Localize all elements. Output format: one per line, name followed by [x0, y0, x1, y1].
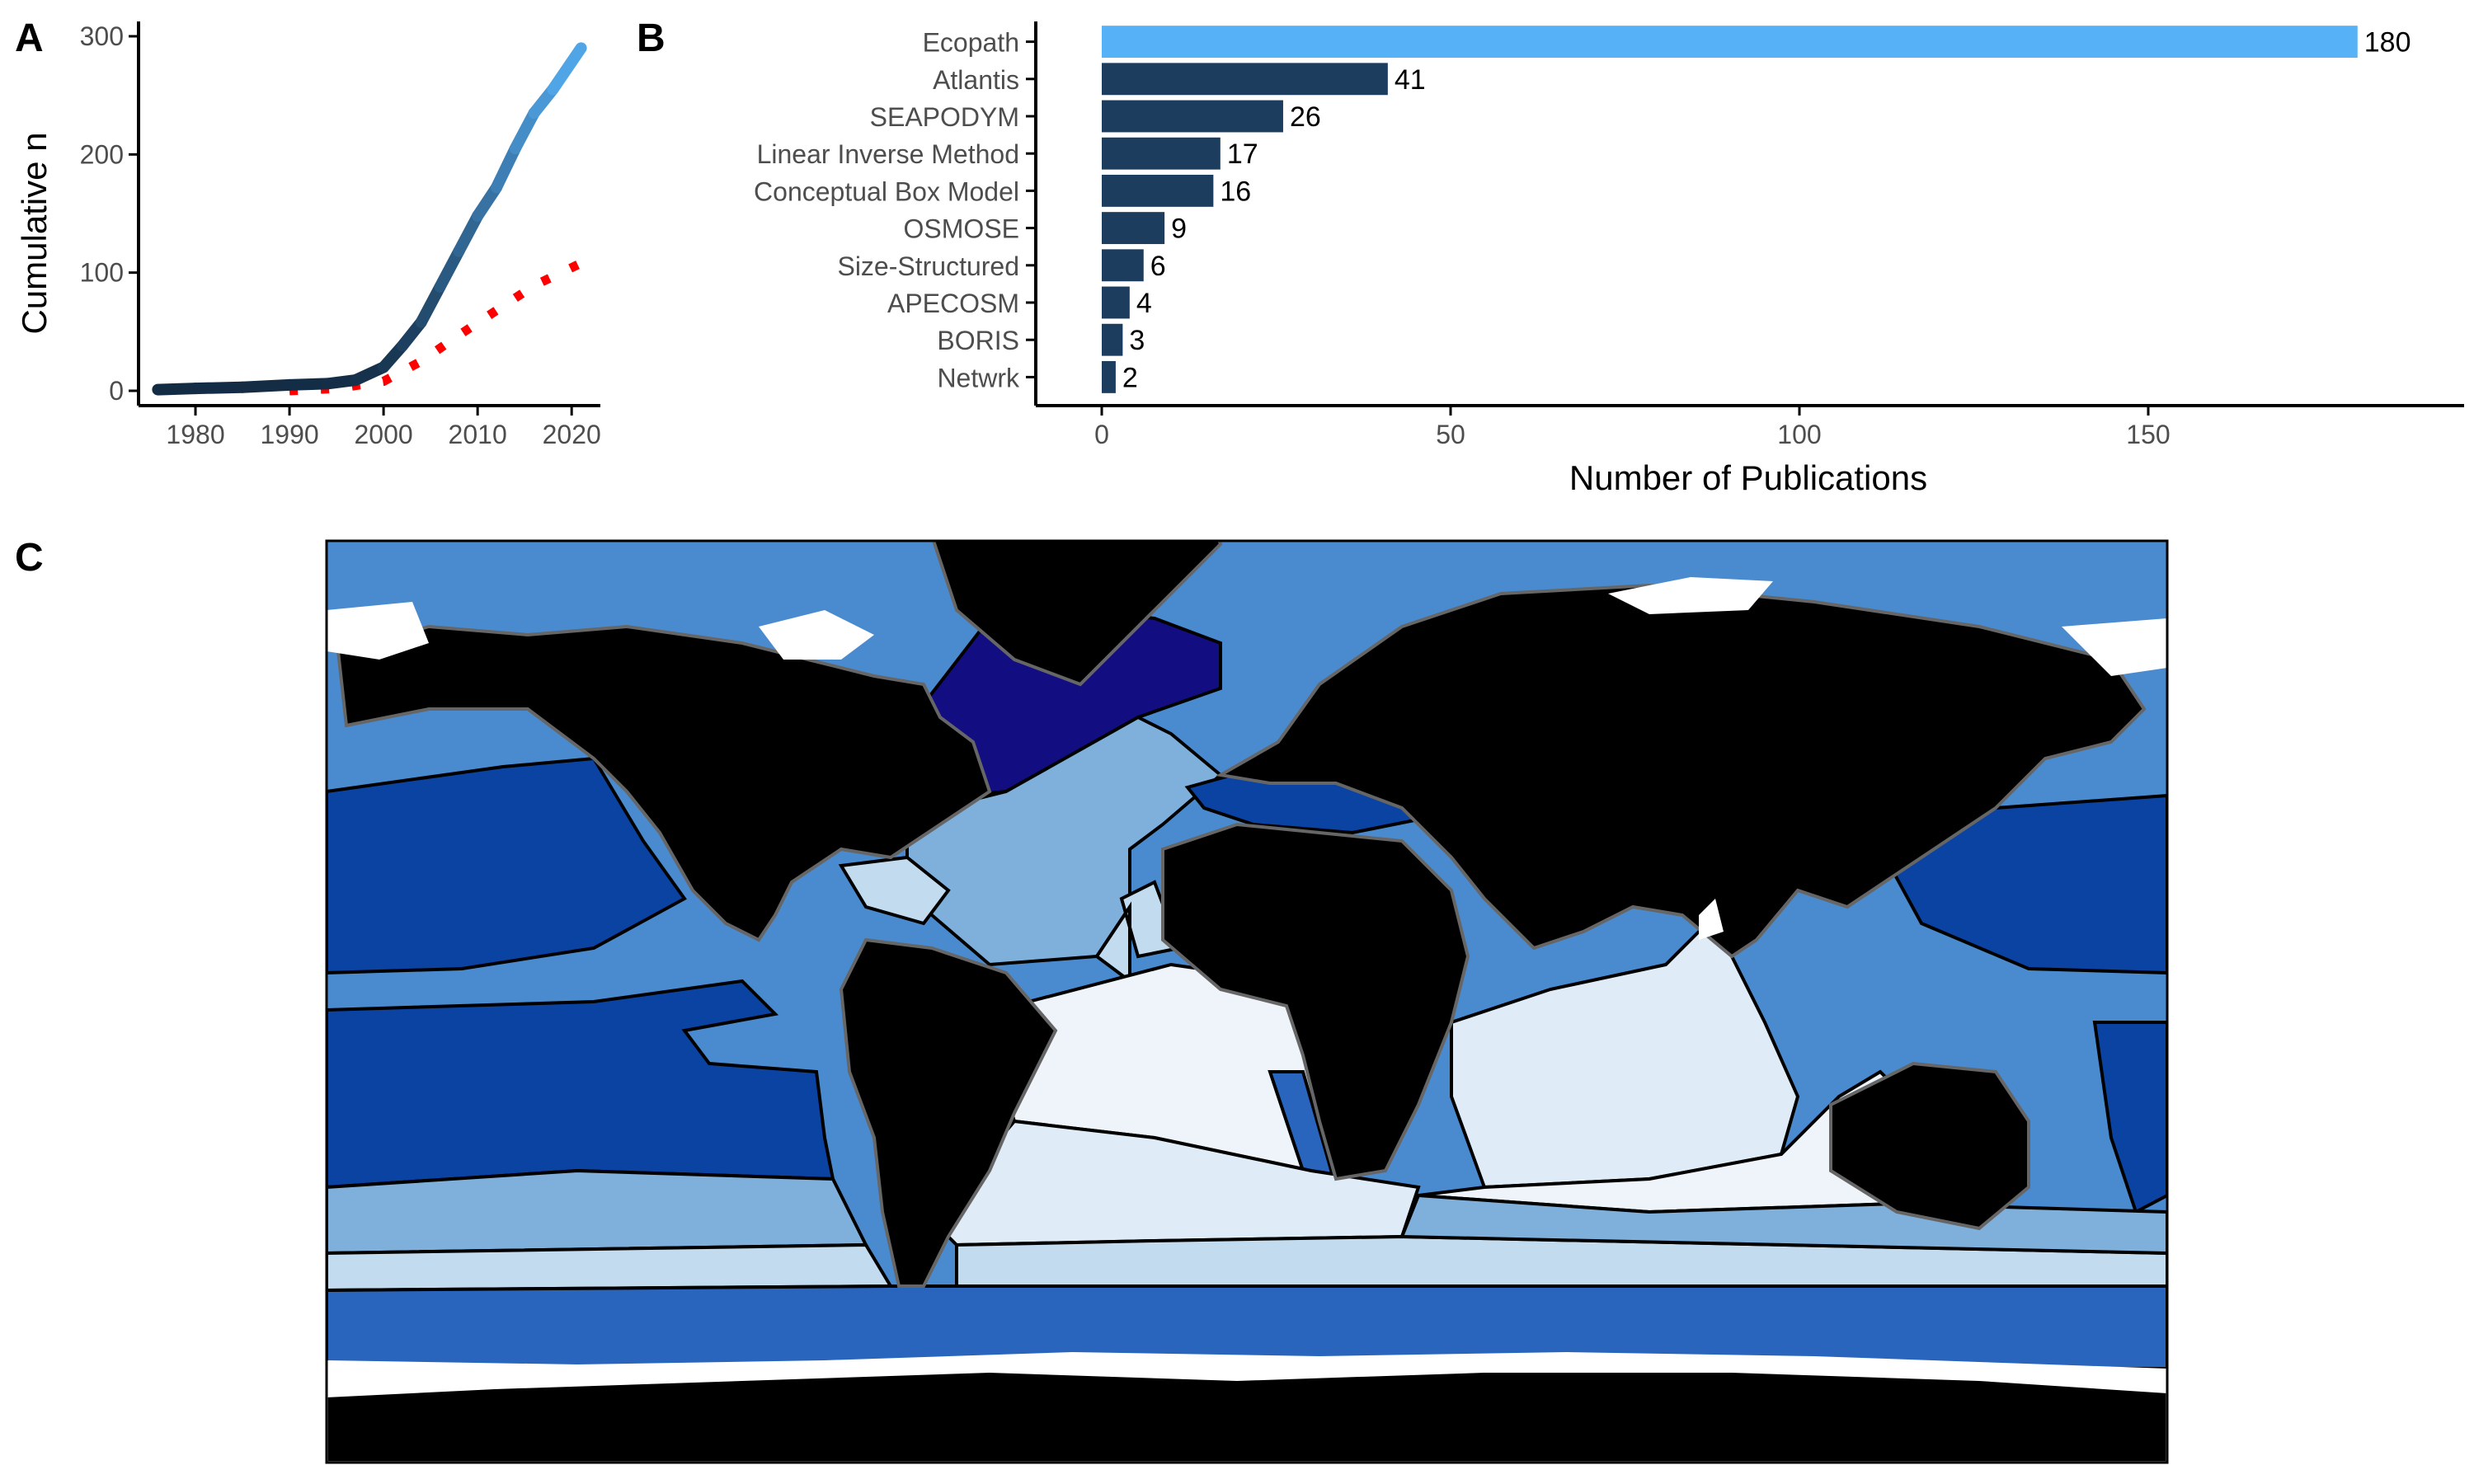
panel-b-category-label: Atlantis	[933, 65, 1019, 95]
panel-a-x-tick-label: 1980	[166, 420, 224, 449]
panel-b-bar-value-label: 4	[1136, 288, 1152, 319]
panel-a-series-1-segment	[509, 107, 540, 155]
panel-b-bar-value-label: 9	[1171, 214, 1187, 245]
panel-a-x-tick-label: 2000	[355, 420, 413, 449]
panel-b-bar-value-label: 17	[1227, 139, 1258, 170]
ice-hudson	[759, 610, 874, 660]
panel-b-category-label: Conceptual Box Model	[754, 176, 1019, 206]
panel-c-world-map	[325, 539, 2169, 1464]
ice-alaska	[327, 602, 429, 660]
land-greenland	[931, 541, 1223, 687]
panel-a-series	[152, 42, 587, 396]
panel-b-bar	[1102, 26, 2358, 59]
region-indian-ocean-north	[1450, 920, 1800, 1190]
panel-a-y-tick-label: 100	[80, 258, 124, 288]
panel-label-b: B	[637, 16, 666, 60]
panel-a-series-1-segment	[415, 280, 446, 328]
panel-b-category-label: SEAPODYM	[870, 102, 1019, 132]
panel-a-x-tick-label: 2020	[543, 420, 601, 449]
panel-b-ticks: 0 50 100 150	[1094, 406, 2171, 449]
panel-b-x-tick-label: 100	[1777, 420, 1821, 449]
region-southwest-pacific	[2092, 1021, 2167, 1214]
sea-ice	[327, 577, 2167, 1397]
panel-b-x-tick-label: 0	[1094, 420, 1109, 449]
panel-b-category-label: BORIS	[937, 326, 1019, 355]
panel-a-series-1-segment	[190, 381, 249, 395]
panel-label-c: C	[15, 536, 44, 580]
panel-b-bar-value-label: 3	[1129, 325, 1145, 356]
panel-a-y-tick-label: 300	[80, 21, 124, 51]
panel-a-series-1-segment	[434, 245, 465, 293]
panel-b-x-tick-label: 50	[1436, 420, 1465, 449]
panel-a-y-tick-label: 0	[109, 376, 124, 406]
panel-a-series-1-segment	[490, 143, 521, 194]
panel-a-series-1-segment	[284, 378, 333, 391]
region-southern-ocean	[327, 1284, 2167, 1370]
panel-a-ticks: 0 100 200 300 1980 1990 2000 2010 2020	[80, 21, 601, 449]
panel-b-bar	[1102, 137, 1221, 170]
panel-b-bar-value-label: 180	[2364, 27, 2411, 59]
panel-b-category-label: Ecopath	[923, 28, 1019, 58]
region-south-pacific-east	[327, 979, 835, 1190]
panel-b-bar	[1102, 286, 1130, 319]
panel-b-category-label: Linear Inverse Method	[757, 139, 1019, 169]
panel-b-bar-value-label: 6	[1150, 251, 1166, 282]
panel-a-x-tick-label: 2010	[449, 420, 507, 449]
ice-siberia	[1608, 577, 1773, 614]
panel-b-bar-value-label: 2	[1122, 362, 1138, 393]
region-southern-pacific-light	[327, 1242, 894, 1293]
panel-b-bar	[1102, 174, 1214, 207]
land-australia	[1829, 1061, 2030, 1231]
panel-b-bar-value-label: 26	[1290, 101, 1321, 133]
region-north-pacific-east	[327, 756, 687, 975]
panel-b-bar-value-label: 41	[1395, 64, 1426, 96]
land-africa	[1161, 822, 1470, 1181]
panel-b-bar	[1102, 63, 1388, 96]
panel-b-bar	[1102, 360, 1116, 393]
panel-a-x-tick-label: 1990	[260, 420, 318, 449]
panel-b-x-axis-title: Number of Publications	[1569, 458, 1927, 497]
panel-a-y-tick-label: 200	[80, 139, 124, 169]
panel-a-line-chart: 0 100 200 300 1980 1990 2000 2010 2020 Cumulativ…	[15, 21, 601, 449]
region-southern-pacific-band	[327, 1168, 869, 1256]
land-south-america	[839, 937, 1058, 1288]
panel-b-x-tick-label: 150	[2126, 420, 2170, 449]
panel-a-series-line-2	[289, 259, 583, 396]
panel-a-series-1-segment	[152, 383, 202, 396]
ice-bay-of-bengal	[1699, 899, 1724, 940]
region-gulf-of-mexico	[838, 855, 951, 926]
land-north-america	[336, 624, 992, 942]
panel-b-category-label: Netwrk	[937, 363, 1020, 392]
panel-b-category-label: OSMOSE	[904, 214, 1019, 244]
land-masses	[327, 541, 2167, 1463]
ice-antarctic-shelf	[327, 1352, 2167, 1397]
panel-b-bar	[1102, 249, 1144, 282]
panel-label-a: A	[15, 16, 44, 60]
panel-b-bar	[1102, 212, 1165, 245]
ice-east-siberia	[2062, 618, 2167, 676]
land-eurasia	[1216, 583, 2147, 959]
panel-a-y-axis-title: Cumulative n	[15, 132, 54, 334]
panel-a-series-1-segment	[547, 42, 587, 96]
panel-b-bar	[1102, 100, 1283, 133]
panel-b-category-label: Size-Structured	[837, 251, 1019, 281]
region-north-atlantic-subtropical	[905, 715, 1224, 967]
panel-b-bar-value-label: 16	[1220, 176, 1251, 207]
panel-a-series-1-segment	[237, 378, 296, 393]
panel-a-series-1-segment	[453, 209, 484, 257]
map-frame	[325, 539, 2169, 1464]
panel-b-bar	[1102, 323, 1123, 356]
panel-b-category-label: APECOSM	[887, 289, 1019, 318]
